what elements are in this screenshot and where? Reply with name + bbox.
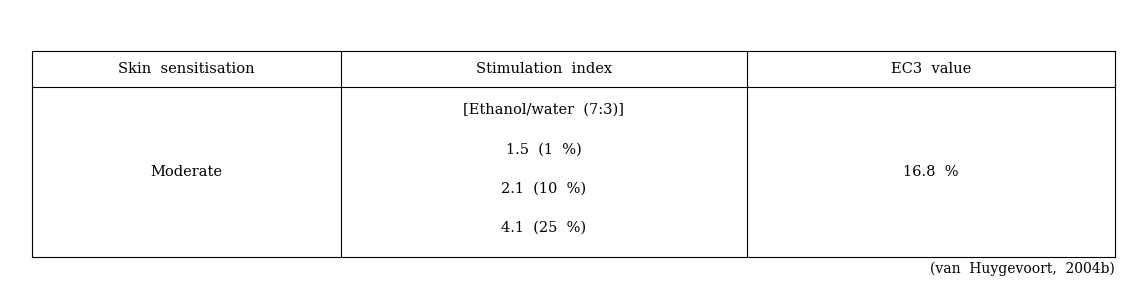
Text: [Ethanol/water  (7:3)]: [Ethanol/water (7:3)] xyxy=(463,102,624,116)
Text: (van  Huygevoort,  2004b): (van Huygevoort, 2004b) xyxy=(930,262,1115,276)
Text: 2.1  (10  %): 2.1 (10 %) xyxy=(501,182,586,196)
Text: Skin  sensitisation: Skin sensitisation xyxy=(118,62,255,76)
Text: EC3  value: EC3 value xyxy=(891,62,972,76)
Text: Stimulation  index: Stimulation index xyxy=(476,62,611,76)
Text: 16.8  %: 16.8 % xyxy=(903,165,959,179)
Text: 1.5  (1  %): 1.5 (1 %) xyxy=(506,143,582,157)
Text: Moderate: Moderate xyxy=(150,165,223,179)
Text: 4.1  (25  %): 4.1 (25 %) xyxy=(501,221,586,235)
